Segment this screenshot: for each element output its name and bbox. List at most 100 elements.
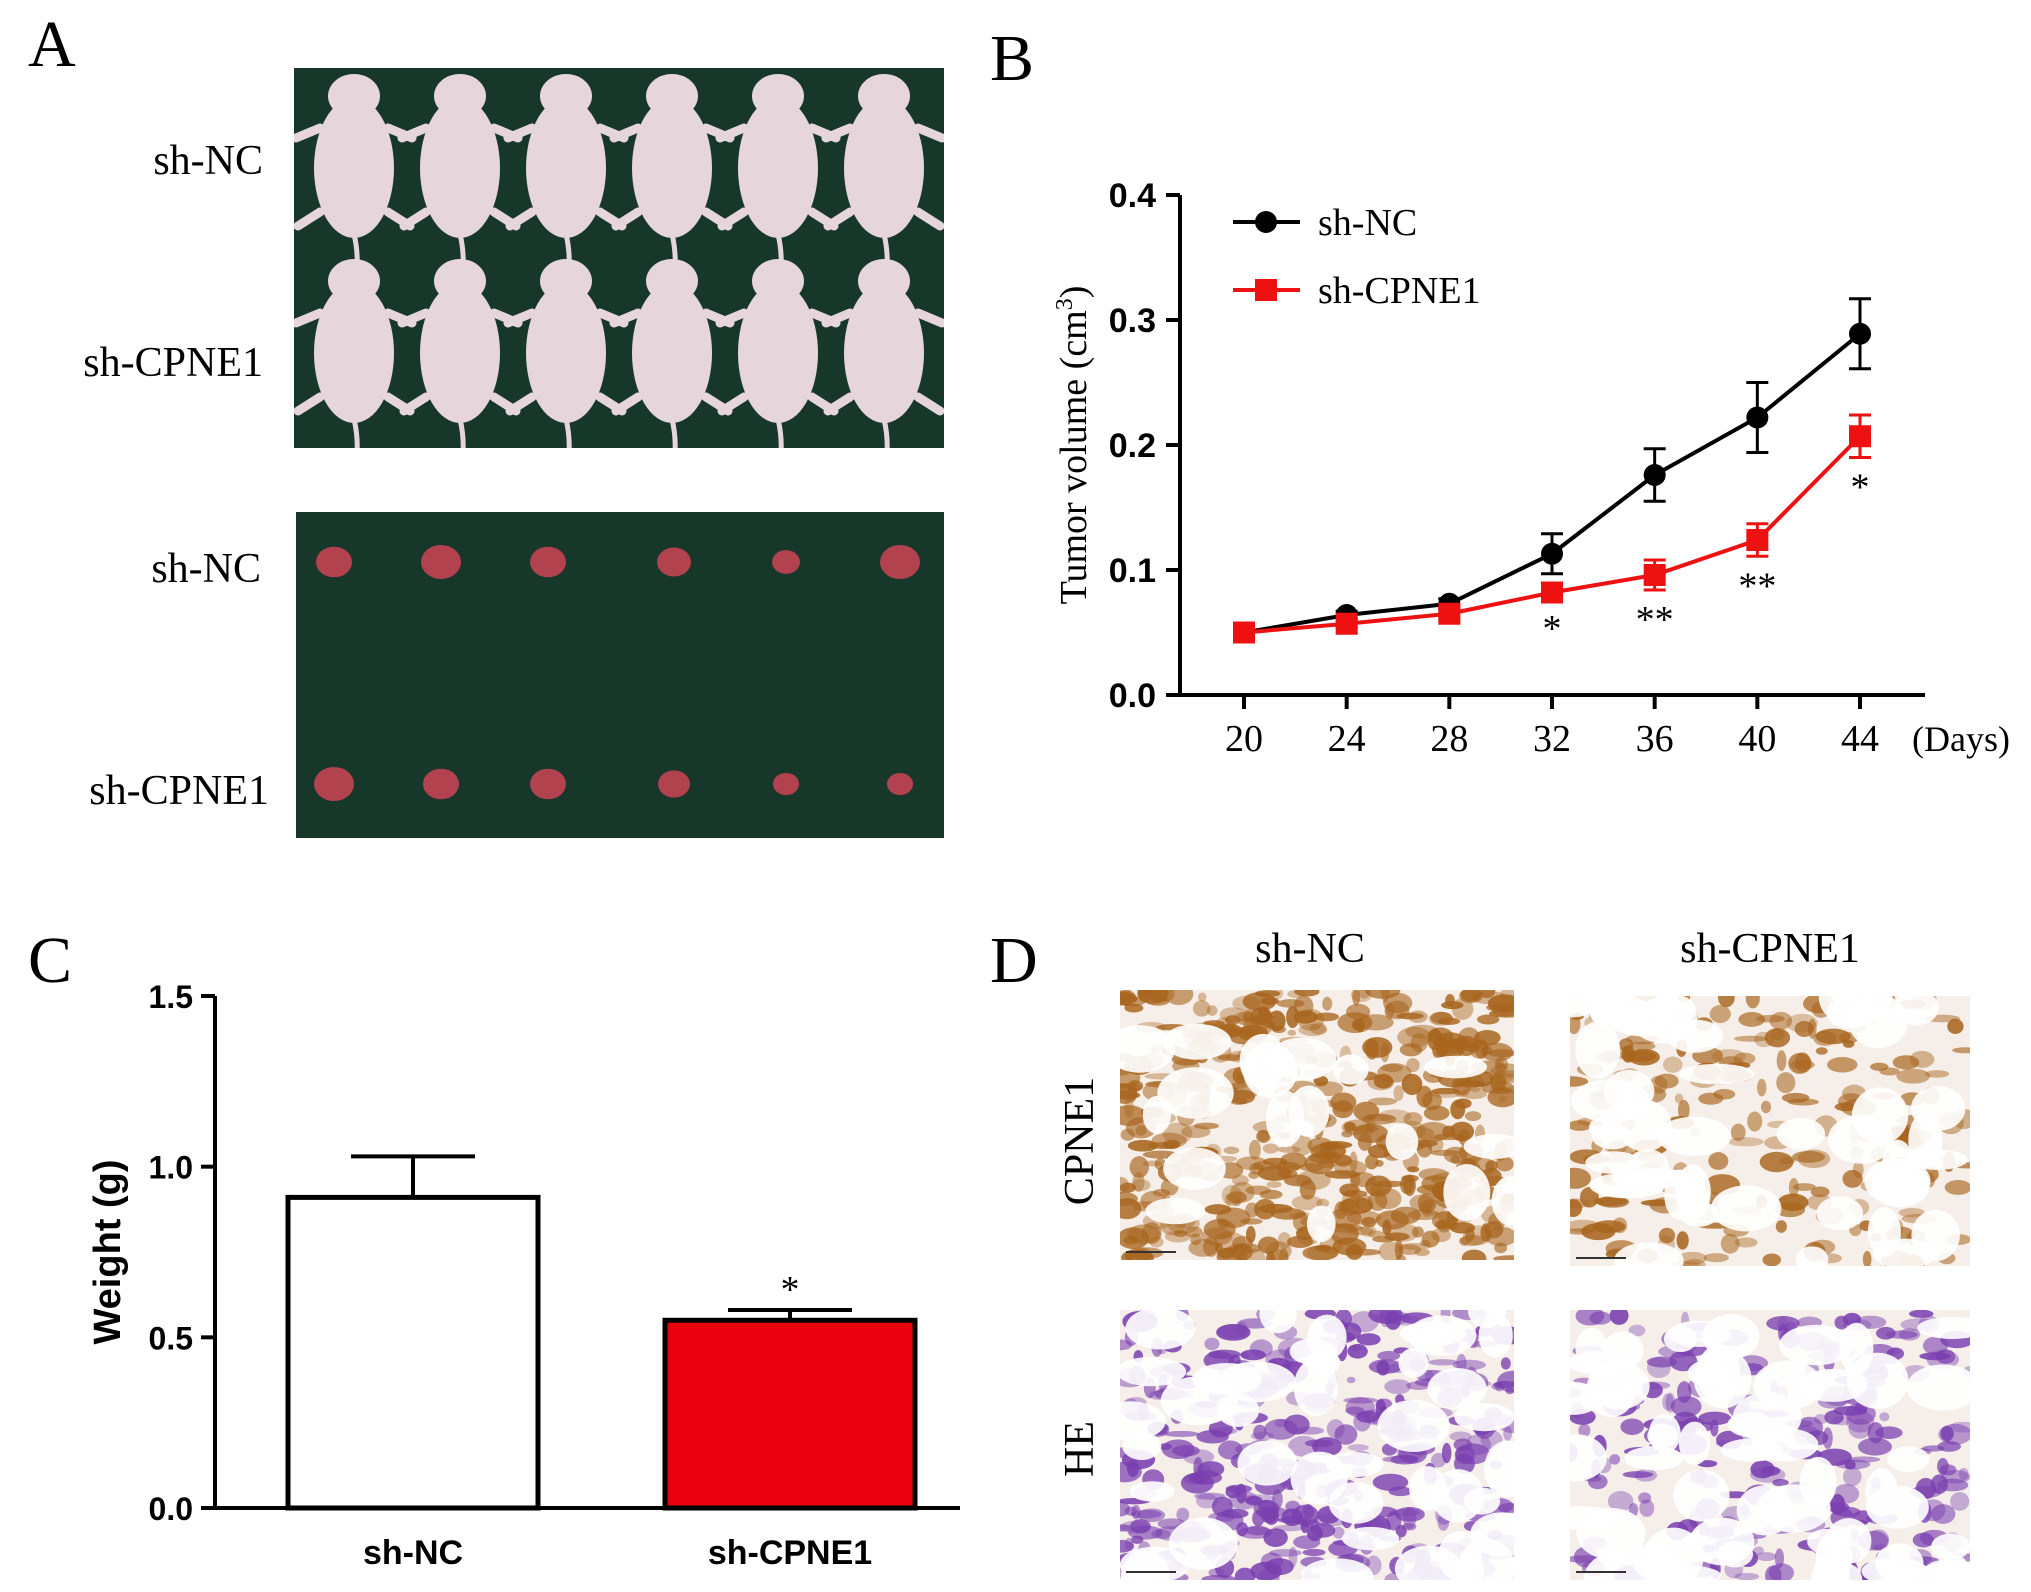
tumor-row-label-sh-nc: sh-NC: [151, 546, 261, 592]
tissue-cell: [1677, 1251, 1708, 1265]
tissue-space: [1626, 1149, 1670, 1189]
tissue-cell: [1120, 996, 1146, 1007]
tissue-cell: [1759, 1151, 1794, 1173]
tissue-cell: [1621, 1045, 1636, 1063]
tissue-cell: [1760, 1100, 1772, 1114]
tissue-cell: [1949, 1421, 1970, 1433]
tissue-cell: [1126, 1459, 1139, 1478]
mouse-leg: [399, 207, 431, 231]
tissue-cell: [1206, 1005, 1218, 1016]
x-tick-label: sh-CPNE1: [708, 1534, 872, 1572]
tissue-cell: [1494, 1057, 1504, 1069]
data-point: [1746, 529, 1769, 551]
tissue-cell: [1708, 1152, 1729, 1170]
data-point: [1849, 322, 1871, 345]
mouse-leg: [823, 207, 855, 231]
data-point: [1746, 406, 1769, 429]
tissue-cell: [1283, 1174, 1312, 1187]
tissue-cell: [1937, 1458, 1949, 1475]
mouse-body: [314, 98, 394, 238]
tissue-cell: [1257, 1568, 1280, 1580]
tissue-cell: [1298, 1023, 1328, 1037]
tissue-cell: [1195, 1493, 1218, 1509]
tissue-cell: [1757, 1078, 1767, 1097]
tissue-cell: [1747, 1111, 1763, 1132]
histology-cpne1-sh-cpne1: [1570, 996, 1970, 1266]
y-axis-label-text: Tumor volume (cm: [1053, 310, 1095, 604]
mouse-leg: [505, 207, 537, 231]
tumor: [658, 770, 690, 798]
panel-letter-d: D: [990, 924, 1038, 997]
tissue-cell: [1193, 1456, 1203, 1478]
mouse: [397, 259, 523, 448]
tissue-cell: [1211, 1496, 1233, 1517]
y-axis-label: Tumor volume (cm3): [1052, 286, 1095, 605]
mouse: [397, 74, 523, 299]
tissue-space: [1693, 1348, 1752, 1409]
mouse-leg: [717, 207, 749, 231]
tissue-cell: [1248, 1139, 1261, 1160]
tissue-cell: [1194, 1492, 1226, 1500]
data-point: [1643, 564, 1666, 586]
tissue-cell: [1698, 1092, 1724, 1105]
tissue-cell: [1770, 1028, 1785, 1041]
tissue-space: [1776, 1118, 1826, 1150]
tissue-cell: [1658, 1227, 1676, 1244]
tissue-space: [1664, 1169, 1695, 1220]
tissue-cell: [1120, 1105, 1147, 1126]
tissue-space: [1467, 1310, 1507, 1329]
tissue-cell: [1237, 1017, 1264, 1026]
tissue-cell: [1478, 990, 1496, 999]
mouse-leg: [611, 207, 643, 231]
tissue-cell: [1422, 1091, 1442, 1111]
tissue-cell: [1332, 1237, 1367, 1256]
tissue-space: [1887, 1446, 1930, 1473]
y-tick-label: 0.4: [1109, 177, 1156, 215]
tissue-cell: [1255, 990, 1281, 997]
tissue-space: [1643, 1527, 1704, 1580]
bar-sh-NC: [285, 1194, 541, 1511]
tissue-space: [1306, 1205, 1336, 1243]
tissue-cell: [1662, 1393, 1674, 1411]
tissue-cell: [1776, 1050, 1787, 1072]
tissue-cell: [1490, 1063, 1514, 1084]
tissue-cell: [1120, 1091, 1141, 1100]
tissue-space: [1657, 1116, 1732, 1156]
tissue-cell: [1879, 1412, 1890, 1422]
tissue-cell: [1847, 1456, 1881, 1463]
tissue-cell: [1288, 1546, 1298, 1568]
significance-label: *: [1543, 608, 1562, 650]
tissue-cell: [1431, 1087, 1460, 1095]
mice-row-label-sh-nc: sh-NC: [153, 138, 263, 184]
tissue-cell: [1898, 1328, 1921, 1341]
mouse-leg: [609, 123, 643, 143]
mouse-head: [328, 259, 380, 303]
tissue-cell: [1842, 1040, 1855, 1048]
tissue-cell: [1131, 1179, 1151, 1192]
tissue-cell: [1853, 1160, 1864, 1179]
tissue-cell: [1417, 1192, 1437, 1214]
y-tick-label: 1.5: [149, 979, 193, 1015]
tissue-cell: [1225, 1484, 1253, 1493]
tissue-cell: [1224, 1193, 1234, 1206]
tissue-space: [1470, 1512, 1514, 1557]
tissue-cell: [1570, 1199, 1583, 1218]
tissue-space: [1125, 1310, 1196, 1350]
tissue-cell: [1505, 1387, 1514, 1395]
data-point: [1335, 612, 1358, 635]
tissue-cell: [1341, 1130, 1353, 1138]
tissue-space: [1756, 1484, 1831, 1533]
mouse-head: [858, 259, 910, 303]
tissue-space: [1424, 1055, 1488, 1079]
mouse-tail: [881, 418, 890, 448]
tissue-cell: [1935, 1349, 1956, 1364]
tissue-cell: [1372, 1473, 1409, 1491]
tissue-cell: [1490, 1086, 1514, 1094]
tissue-cell: [1365, 1154, 1379, 1170]
tissue-cell: [1223, 1146, 1240, 1155]
tissue-cell: [1124, 1537, 1134, 1551]
x-tick-label: 40: [1738, 718, 1776, 760]
mouse-body: [526, 98, 606, 238]
mouse: [609, 259, 735, 448]
mouse-body: [420, 283, 500, 423]
